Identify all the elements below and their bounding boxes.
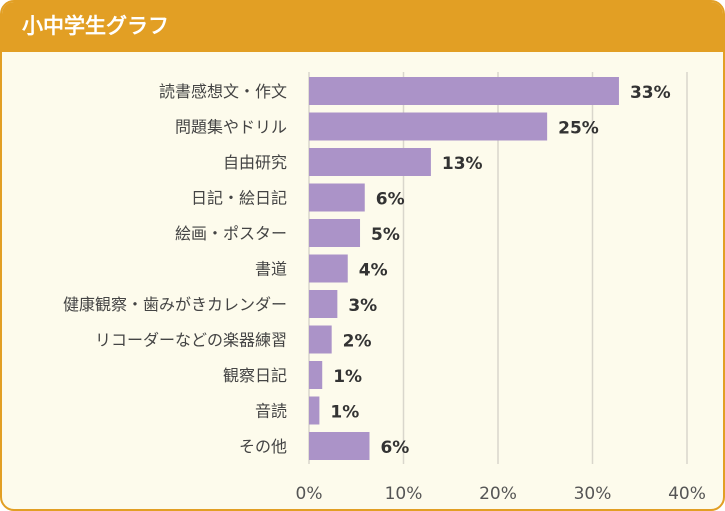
category-label: その他 (239, 437, 287, 456)
value-label: 5% (371, 225, 400, 245)
value-label: 1% (333, 367, 362, 387)
category-label: 自由研究 (223, 153, 287, 172)
x-tick-label: 20% (479, 484, 517, 504)
value-label: 13% (442, 154, 483, 174)
bar (309, 254, 348, 283)
bar (309, 148, 431, 176)
category-label: リコーダーなどの楽器練習 (95, 331, 287, 350)
bar (309, 219, 361, 247)
x-tick-label: 30% (574, 484, 612, 504)
bar (309, 112, 548, 141)
value-label: 25% (558, 119, 599, 139)
chart-header: 小中学生グラフ (2, 2, 723, 52)
category-label: 絵画・ポスター (175, 224, 287, 243)
value-label: 6% (376, 190, 405, 210)
labels: 0% 10% 20% 30% 40% 読書感想文・作文 33% 問題集やドリル 25% 自由研究 1… (63, 82, 706, 504)
category-label: 問題集やドリル (175, 118, 287, 137)
value-label: 6% (380, 438, 409, 458)
category-label: 読書感想文・作文 (159, 82, 287, 101)
bar (309, 396, 320, 425)
value-label: 2% (343, 332, 372, 352)
bar (309, 183, 365, 212)
category-label: 日記・絵日記 (191, 189, 287, 208)
bar (309, 77, 619, 105)
bar (309, 325, 332, 354)
bar (309, 290, 338, 318)
x-tick-label: 40% (668, 484, 706, 504)
value-label: 3% (348, 296, 377, 316)
category-label: 健康観察・歯みがきカレンダー (63, 295, 287, 314)
value-label: 33% (630, 83, 671, 103)
value-label: 1% (330, 403, 359, 423)
chart-title: 小中学生グラフ (22, 14, 169, 38)
bars (309, 77, 619, 460)
bar (309, 432, 370, 460)
x-tick-label: 0% (296, 484, 323, 504)
x-tick-label: 10% (385, 484, 423, 504)
category-label: 書道 (255, 260, 287, 279)
value-label: 4% (359, 261, 388, 281)
category-label: 観察日記 (223, 366, 287, 385)
category-label: 音読 (255, 402, 287, 421)
bar (309, 361, 323, 389)
